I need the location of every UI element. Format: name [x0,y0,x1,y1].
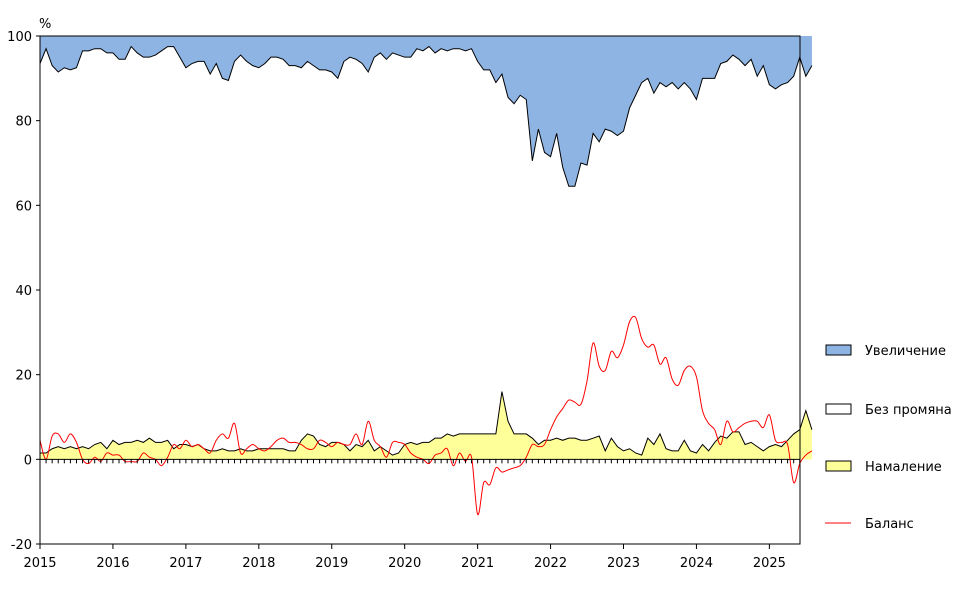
area-layer [39,36,813,460]
balance-layer [39,315,813,515]
line-increase-boundary [39,45,813,187]
series-line-balance [39,315,813,515]
area-decrease [40,391,812,460]
legend-item-balance: Баланс [825,517,914,532]
legend-label-increase: Увеличение [865,344,946,359]
legend-swatch-nochange [825,403,852,415]
legend-label-nochange: Без промяна [865,403,952,418]
x-tick-label: 2025 [753,556,786,571]
legend-swatch-decrease [825,460,852,472]
y-tick-label: -20 [11,538,32,553]
area-nochange [40,36,800,460]
axes-layer: -20 0 20 40 60 80 100 2015 2016 2017 2018 2019 2020 2… [7,30,801,571]
y-tick-label: 0 [24,453,32,468]
legend-label-decrease: Намаление [865,460,942,475]
legend-swatch-increase [825,344,852,356]
x-tick-label: 2021 [461,556,494,571]
y-axis-label: % [39,17,51,32]
legend: Увеличение Без промяна Намаление Баланс [825,344,952,532]
x-tick-label: 2022 [534,556,567,571]
x-tick-label: 2017 [169,556,202,571]
x-tick-label: 2018 [242,556,275,571]
x-tick-label: 2016 [96,556,129,571]
area-increase [40,36,812,187]
x-tick-label: 2019 [315,556,348,571]
x-tick-label: 2020 [388,556,421,571]
legend-item-nochange: Без промяна [825,403,952,418]
y-tick-label: 100 [7,30,32,45]
y-tick-label: 20 [15,369,32,384]
x-tick-label: 2015 [23,556,56,571]
y-tick-label: 60 [15,199,32,214]
legend-item-increase: Увеличение [825,344,946,359]
y-tick-label: 80 [15,115,32,130]
legend-label-balance: Баланс [865,517,914,532]
line-decrease-boundary [40,391,813,456]
x-tick-label: 2023 [607,556,640,571]
legend-item-decrease: Намаление [825,460,942,475]
y-tick-label: 40 [15,284,32,299]
x-tick-label: 2024 [680,556,713,571]
